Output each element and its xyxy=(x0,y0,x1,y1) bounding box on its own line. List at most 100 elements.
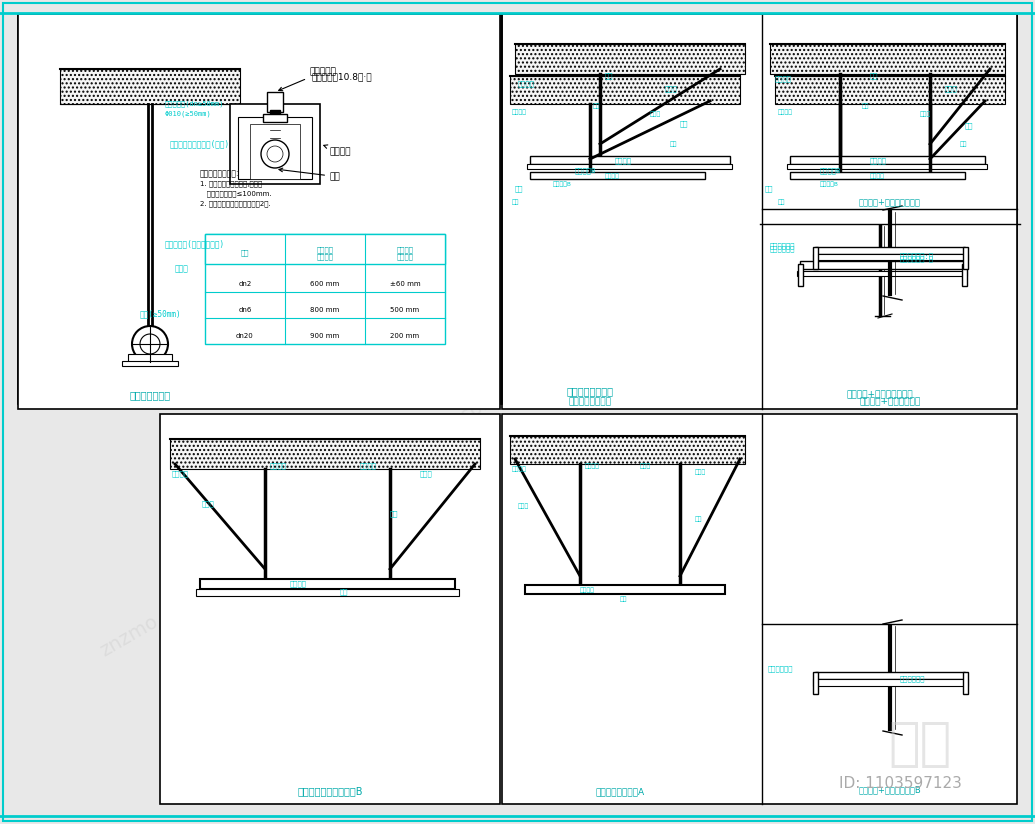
Text: 抗载杆: 抗载杆 xyxy=(518,503,529,508)
Bar xyxy=(798,264,803,286)
Bar xyxy=(815,672,965,679)
Text: 200 mm: 200 mm xyxy=(390,333,419,339)
Bar xyxy=(814,672,818,694)
Bar xyxy=(962,264,967,286)
Bar xyxy=(790,156,985,164)
Bar xyxy=(814,247,818,269)
Text: 抗震支撑节点: 抗震支撑节点 xyxy=(770,246,796,252)
Text: 2. 安装后对齐调整螺母不少于2个.: 2. 安装后对齐调整螺母不少于2个. xyxy=(200,201,271,208)
Text: 抗载杆: 抗载杆 xyxy=(202,501,214,508)
Text: 斜杆: 斜杆 xyxy=(390,511,398,517)
Bar xyxy=(263,114,287,122)
Text: 知末: 知末 xyxy=(888,718,951,770)
Bar xyxy=(205,234,445,264)
Bar xyxy=(530,172,705,179)
Text: 卡扣: 卡扣 xyxy=(593,103,600,109)
Text: 800 mm: 800 mm xyxy=(310,307,339,313)
Text: 卡扣固定: 卡扣固定 xyxy=(870,157,887,164)
Text: 定性: 定性 xyxy=(512,199,520,205)
Text: 斜杆: 斜杆 xyxy=(670,141,678,147)
Bar xyxy=(502,14,1017,404)
Text: 卡扣: 卡扣 xyxy=(620,597,627,602)
Bar xyxy=(200,579,455,589)
Text: 单边侧向抗震详图: 单边侧向抗震详图 xyxy=(566,386,614,396)
Text: 螺杆: 螺杆 xyxy=(279,168,341,181)
Text: 固定的距离间距≤100mm.: 固定的距离间距≤100mm. xyxy=(200,190,271,197)
Text: 单边侧向抗震详图: 单边侧向抗震详图 xyxy=(568,397,612,406)
Text: 预制折弯管(dn≥50mm): 预制折弯管(dn≥50mm) xyxy=(165,101,225,107)
Text: 允许锁管
最大距离: 允许锁管 最大距离 xyxy=(317,246,333,260)
Text: 锁管固定: 锁管固定 xyxy=(580,588,595,592)
Text: 吊架细部大样图: 吊架细部大样图 xyxy=(129,390,171,400)
Text: 卡扣固定: 卡扣固定 xyxy=(270,463,287,470)
Text: 锁管固定B: 锁管固定B xyxy=(820,181,838,187)
Bar xyxy=(527,164,732,169)
Text: dn6: dn6 xyxy=(238,307,252,313)
Bar xyxy=(502,14,1017,409)
Text: 卡扣固定: 卡扣固定 xyxy=(585,463,600,469)
Circle shape xyxy=(261,140,289,168)
Bar xyxy=(250,124,300,179)
Text: 吊载杆: 吊载杆 xyxy=(650,111,661,117)
Bar xyxy=(797,271,967,276)
Text: ±60 mm: ±60 mm xyxy=(390,281,420,287)
Text: 卡扣: 卡扣 xyxy=(605,73,614,79)
Bar xyxy=(525,585,724,594)
Text: 900 mm: 900 mm xyxy=(310,333,339,339)
Text: 抗震弹性节点·节: 抗震弹性节点·节 xyxy=(900,255,934,262)
Circle shape xyxy=(140,334,160,354)
Text: 抗震弹性节点: 抗震弹性节点 xyxy=(900,676,925,682)
Text: dn2: dn2 xyxy=(238,281,252,287)
Text: 规格: 规格 xyxy=(241,250,249,256)
Text: 锁管安装
允许偏差: 锁管安装 允许偏差 xyxy=(396,246,414,260)
Text: 螺杆紧固件: 螺杆紧固件 xyxy=(278,67,336,91)
Text: 吊杆连接: 吊杆连接 xyxy=(512,110,527,115)
Text: 1. 平管安装固定前支撑,与安装: 1. 平管安装固定前支撑,与安装 xyxy=(200,180,262,187)
Text: 抗震弹性节点·节: 抗震弹性节点·节 xyxy=(900,253,934,260)
Bar xyxy=(515,44,745,74)
Text: Φ010(≥50mm): Φ010(≥50mm) xyxy=(165,110,212,117)
Bar xyxy=(160,414,500,804)
Text: znzmo.com: znzmo.com xyxy=(647,538,753,610)
Text: 吊杆连接: 吊杆连接 xyxy=(778,110,793,115)
Text: 锁管固定B: 锁管固定B xyxy=(553,181,571,187)
Bar xyxy=(790,172,965,179)
Bar xyxy=(510,436,745,464)
Text: 吊载杆: 吊载杆 xyxy=(920,111,932,117)
Text: znzmo.com: znzmo.com xyxy=(97,588,203,660)
Text: 吊载杆: 吊载杆 xyxy=(945,86,957,92)
Bar xyxy=(205,234,445,344)
Bar xyxy=(502,414,1017,804)
Bar xyxy=(122,361,178,366)
Bar xyxy=(770,44,1005,74)
Text: 斜杆: 斜杆 xyxy=(960,141,968,147)
Text: 斜杆: 斜杆 xyxy=(965,123,974,129)
Bar xyxy=(170,439,480,469)
Text: 抗震吊架: 抗震吊架 xyxy=(172,471,189,477)
Text: dn20: dn20 xyxy=(236,333,254,339)
Text: 电气抗震+垂直抗震详图B: 电气抗震+垂直抗震详图B xyxy=(859,785,921,794)
Bar xyxy=(530,156,730,164)
Text: 电气专用抗震打阿详图B: 电气专用抗震打阿详图B xyxy=(297,786,362,796)
Text: 锁管固定B: 锁管固定B xyxy=(575,168,596,175)
Text: 建议扭矩为10.8牛·米: 建议扭矩为10.8牛·米 xyxy=(312,72,373,81)
Text: 斜杆: 斜杆 xyxy=(680,120,688,127)
Text: 卡扣固定: 卡扣固定 xyxy=(870,173,885,179)
Text: 斜杆: 斜杆 xyxy=(694,516,703,522)
Bar xyxy=(18,14,500,409)
Text: 500 mm: 500 mm xyxy=(390,307,419,313)
Text: 定性: 定性 xyxy=(515,185,524,192)
Bar xyxy=(238,117,312,179)
Text: 卡载杆: 卡载杆 xyxy=(420,471,433,477)
Bar xyxy=(775,76,1005,104)
Text: 备注注意事项如下:: 备注注意事项如下: xyxy=(200,170,239,179)
Text: 抗震支撑节点: 抗震支撑节点 xyxy=(770,243,796,250)
Bar xyxy=(267,92,283,112)
Text: 吊杆连接: 吊杆连接 xyxy=(518,81,535,87)
Circle shape xyxy=(267,146,283,162)
Text: 卡扣: 卡扣 xyxy=(870,73,879,79)
Text: 卡扣: 卡扣 xyxy=(862,103,869,109)
Text: 抗震夹具用(管用卡箍固定): 抗震夹具用(管用卡箍固定) xyxy=(165,240,226,249)
Text: 卡扣: 卡扣 xyxy=(341,588,349,595)
Bar xyxy=(814,254,968,260)
